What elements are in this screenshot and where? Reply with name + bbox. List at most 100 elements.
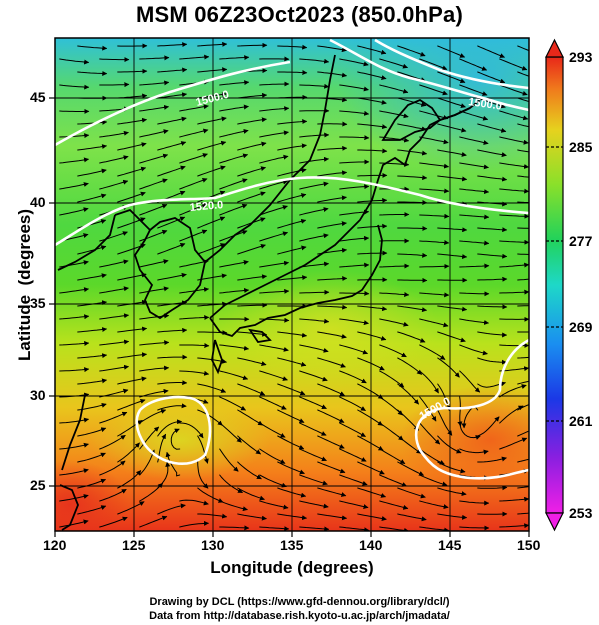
streamline	[419, 344, 446, 360]
streamline	[459, 240, 490, 246]
streamline	[437, 487, 467, 497]
streamline	[179, 177, 208, 190]
streamline	[237, 141, 267, 151]
streamline	[299, 132, 330, 138]
streamline	[117, 420, 143, 437]
streamline	[397, 97, 427, 107]
streamline	[299, 261, 330, 268]
streamline	[139, 104, 170, 112]
streamline	[357, 45, 387, 55]
streamline	[219, 153, 249, 164]
streamline	[179, 520, 210, 528]
streamline	[197, 216, 226, 229]
streamline	[499, 162, 529, 169]
streamline	[197, 461, 209, 489]
streamline	[357, 513, 387, 521]
streamline	[59, 519, 89, 528]
streamline	[437, 383, 451, 412]
streamline	[339, 344, 368, 355]
streamline	[499, 523, 529, 529]
streamline	[99, 130, 129, 138]
streamline	[459, 525, 490, 531]
streamline	[379, 448, 406, 464]
streamline	[317, 304, 348, 310]
streamline	[339, 500, 369, 510]
streamline	[339, 526, 370, 531]
streamline	[219, 128, 249, 138]
streamline	[477, 227, 508, 233]
streamline	[157, 42, 188, 48]
streamline	[77, 144, 108, 151]
streamline	[317, 276, 348, 282]
streamline	[517, 430, 529, 437]
streamline	[499, 213, 529, 219]
streamline	[139, 55, 170, 61]
streamline	[517, 380, 529, 385]
streamline	[517, 123, 529, 128]
streamline	[197, 513, 228, 519]
streamline	[259, 500, 289, 510]
streamline	[459, 110, 489, 121]
streamline	[379, 212, 410, 217]
contour-label: 1520.0	[189, 199, 224, 214]
streamline	[259, 288, 290, 294]
streamline	[237, 166, 267, 177]
streamline	[219, 178, 248, 190]
streamline	[299, 289, 330, 295]
streamline	[477, 45, 505, 58]
colorbar-min-arrow	[545, 512, 564, 532]
streamline	[77, 273, 107, 281]
streamline	[157, 216, 186, 229]
streamline	[237, 461, 262, 480]
streamline	[179, 153, 208, 164]
y-axis-label: Latitude (degrees)	[15, 208, 34, 362]
streamline	[139, 178, 168, 190]
streamline	[317, 409, 345, 423]
streamline	[379, 110, 409, 119]
streamline	[357, 305, 388, 312]
streamline	[459, 448, 489, 455]
streamline	[499, 289, 529, 295]
streamline	[317, 145, 348, 151]
streamline	[197, 67, 228, 73]
streamline	[397, 357, 423, 375]
streamline	[157, 67, 188, 73]
streamline	[357, 71, 387, 80]
streamline	[397, 331, 426, 343]
colorbar-tick-label: 293	[569, 49, 593, 65]
colorbar-tick-label: 277	[569, 233, 593, 249]
streamline	[499, 58, 528, 71]
streamline	[237, 357, 267, 366]
streamline	[317, 383, 345, 396]
streamline	[59, 108, 90, 114]
streamline	[139, 426, 160, 450]
streamline	[277, 461, 305, 475]
streamline	[437, 71, 466, 84]
streamline	[99, 286, 129, 294]
streamline	[517, 331, 529, 333]
streamline	[259, 154, 289, 164]
streamline	[459, 344, 488, 356]
streamline	[339, 209, 370, 216]
streamline	[299, 500, 329, 509]
streamline	[397, 225, 428, 231]
streamline	[517, 278, 529, 281]
streamline	[277, 435, 305, 450]
streamline	[437, 513, 468, 520]
streamline	[437, 97, 466, 109]
streamline	[499, 405, 524, 424]
streamline	[197, 140, 227, 151]
streamline	[299, 448, 327, 462]
streamline	[179, 343, 210, 349]
streamline	[339, 318, 369, 326]
streamline	[397, 461, 425, 476]
streamline	[157, 272, 187, 281]
streamline	[99, 489, 127, 502]
streamline	[197, 165, 226, 177]
streamline	[419, 448, 445, 465]
streamline	[397, 513, 427, 522]
streamline	[139, 515, 168, 528]
streamline	[237, 117, 267, 125]
streamline	[299, 474, 328, 486]
streamline	[517, 253, 529, 255]
